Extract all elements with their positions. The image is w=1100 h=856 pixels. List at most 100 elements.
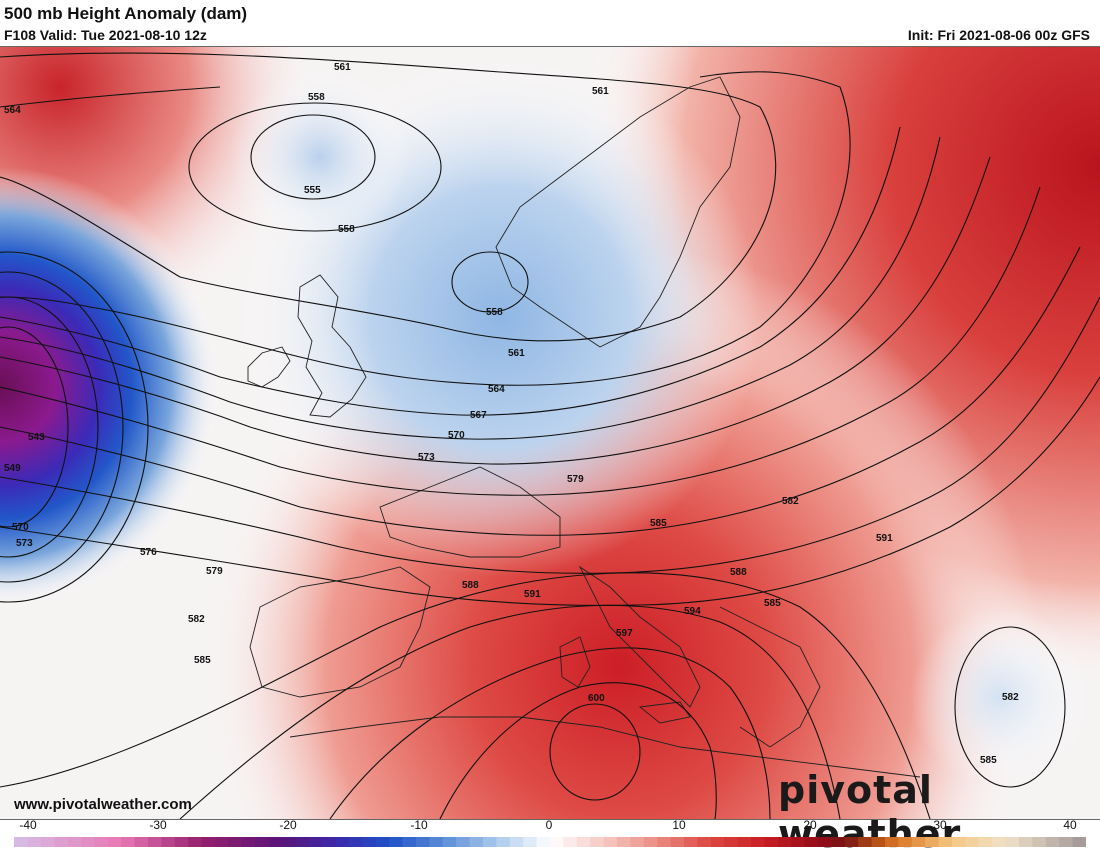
britain-coast (297, 274, 367, 418)
colorbar-cell (81, 837, 95, 847)
colorbar-tick: 30 (933, 818, 947, 832)
contour-567 (0, 126, 901, 416)
colorbar-cell (322, 837, 337, 847)
colorbar-cell (509, 837, 524, 847)
colorbar-cell (201, 837, 216, 847)
contour-label: 561 (334, 62, 351, 73)
colorbar-cell (844, 837, 859, 847)
contour-label: 558 (338, 224, 355, 235)
colorbar-cell (791, 837, 806, 847)
contour-label: 585 (980, 755, 997, 766)
contour-555 (250, 114, 376, 200)
colorbar-cell (134, 837, 149, 847)
contour-576 (0, 186, 1041, 496)
colorbar-cell (241, 837, 256, 847)
trough-black-sea (0, 47, 1100, 819)
colorbar-tick: -40 (19, 818, 37, 832)
contour-582-blacksea (954, 626, 1066, 788)
colorbar-cell (228, 837, 243, 847)
contour-549 (0, 296, 99, 558)
colorbar-cell (764, 837, 779, 847)
colorbar-cell (684, 837, 698, 847)
colorbar-cell (255, 837, 270, 847)
colorbar-cell (40, 837, 55, 847)
colorbar-cell (885, 837, 899, 847)
colorbar-cell (215, 837, 229, 847)
scandinavia-coast (495, 76, 741, 348)
colorbar-cell (27, 837, 42, 847)
contour-label: 549 (4, 463, 21, 474)
contour-label: 594 (684, 606, 701, 617)
contour-label: 582 (782, 496, 799, 507)
map-svg: 561 564 558 555 558 561 558 561 564 567 … (0, 47, 1100, 819)
colorbar-cell (630, 837, 645, 847)
colorbar-cell (911, 837, 926, 847)
colorbar-cell (697, 837, 712, 847)
colorbar-cell (871, 837, 886, 847)
coastlines (247, 76, 921, 778)
colorbar-cell (831, 837, 846, 847)
anomaly-map: 561 564 558 555 558 561 558 561 564 567 … (0, 46, 1100, 820)
colorbar-cell (1059, 837, 1074, 847)
colorbar-cell (188, 837, 203, 847)
colorbar-cell (576, 837, 591, 847)
colorbar-cell (670, 837, 685, 847)
map-title: 500 mb Height Anomaly (dam) (4, 4, 248, 23)
colorbar-cell (496, 837, 511, 847)
contour-label: 579 (206, 566, 223, 577)
colorbar-cell (375, 837, 390, 847)
balkans-coast (719, 606, 821, 748)
colorbar-cell (536, 837, 551, 847)
header: 500 mb Height Anomaly (dam) F108 Valid: … (0, 0, 1100, 46)
colorbar-cell (1045, 837, 1060, 847)
colorbar-cell (965, 837, 980, 847)
contour-600 (549, 703, 641, 801)
contour-label: 585 (764, 598, 781, 609)
colorbar-cell (858, 837, 873, 847)
contour-label: 591 (524, 589, 541, 600)
contour-label: 585 (194, 655, 211, 666)
colorbar-cell (1019, 837, 1033, 847)
colorbar-cell (349, 837, 363, 847)
colorbar-cells (14, 837, 1086, 847)
colorbar-cell (737, 837, 752, 847)
colorbar-cell (523, 837, 538, 847)
contour-588 (0, 572, 931, 819)
contour-561 (0, 52, 777, 342)
north-africa-coast (289, 716, 921, 778)
contour-label: 588 (462, 580, 479, 591)
colorbar-cell (643, 837, 658, 847)
colorbar-tick: 20 (803, 818, 817, 832)
contour-label: 579 (567, 474, 584, 485)
colorbar-cell (751, 837, 765, 847)
colorbar-tick: -30 (149, 818, 167, 832)
colorbar-cell (1005, 837, 1020, 847)
colorbar-cell (14, 837, 28, 847)
contour-555-atl (0, 271, 124, 583)
colorbar-cell (94, 837, 109, 847)
iberia-coast (249, 566, 431, 698)
colorbar-cell (402, 837, 417, 847)
colorbar-cell (335, 837, 350, 847)
contour-591 (179, 604, 841, 819)
colorbar-cell (603, 837, 618, 847)
colorbar-cell (952, 837, 966, 847)
contour-label: 570 (448, 430, 465, 441)
colorbar-tick: 40 (1063, 818, 1077, 832)
contour-label: 597 (616, 628, 633, 639)
colorbar-cell (898, 837, 913, 847)
contour-label: 564 (488, 384, 505, 395)
contour-573 (0, 156, 991, 465)
colorbar-tick: 10 (672, 818, 686, 832)
colorbar-cell (617, 837, 631, 847)
colorbar-cell (925, 837, 940, 847)
contour-label-group: 561 564 558 555 558 561 558 561 564 567 … (4, 62, 1019, 766)
contour-570 (0, 136, 941, 440)
contour-label: 564 (4, 105, 21, 116)
italy-coast (578, 565, 701, 708)
contour-label: 582 (188, 614, 205, 625)
colorbar-cell (563, 837, 578, 847)
colorbar (14, 837, 1086, 847)
contour-label: 543 (28, 432, 45, 443)
colorbar-cell (978, 837, 993, 847)
